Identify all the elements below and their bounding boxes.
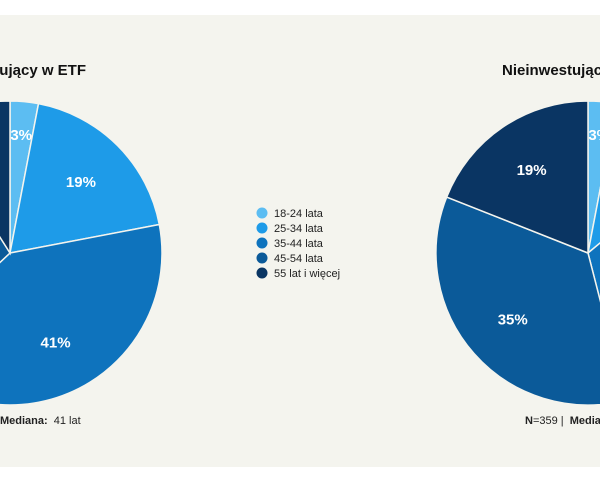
right-pie: 3% 35% 19% — [435, 100, 600, 406]
legend-label-25-34-lata: 25-34 lata — [274, 223, 324, 235]
figure: Inwestujący w ETF 3% 19% 41% Mediana: 41 l… — [0, 15, 600, 467]
right-pie-label-55-lat-i-wi-cej: 19% — [517, 162, 547, 179]
right-pie-label-45-54-lata: 35% — [498, 311, 528, 328]
right-pie-footer: N=359 | Mediana: — [525, 415, 600, 427]
left-pie-slice-25-34-lata — [9, 102, 161, 254]
right-median-label: Mediana: — [570, 415, 600, 427]
legend-swatch-45-54-lata — [256, 252, 268, 264]
legend-swatch-18-24-lata — [256, 207, 268, 219]
right-pie-title: Nieinwestujący w ETF — [502, 62, 600, 79]
legend-label-18-24-lata: 18-24 lata — [274, 208, 324, 220]
left-pie-slice-35-44-lata — [0, 223, 163, 406]
legend-label-55-lat-i-wi-cej: 55 lat i więcej — [274, 268, 340, 280]
left-pie-label-25-34-lata: 19% — [66, 174, 96, 191]
right-pie-label-18-24-lata: 3% — [588, 127, 600, 144]
charts-canvas: Inwestujący w ETF 3% 19% 41% Mediana: 41 l… — [0, 62, 600, 427]
legend-swatch-55-lat-i-wi-cej — [256, 267, 268, 279]
left-pie-label-18-24-lata: 3% — [10, 127, 32, 144]
legend-label-35-44-lata: 35-44 lata — [274, 238, 324, 250]
right-pie-slice-55-lat-i-wi-cej — [445, 100, 589, 255]
legend-swatch-35-44-lata — [256, 237, 268, 249]
left-pie-label-35-44-lata: 41% — [41, 334, 71, 351]
left-median-label: Mediana: — [0, 415, 48, 427]
right-n-label: N — [525, 415, 533, 427]
right-pie-slice-25-34-lata — [586, 186, 600, 255]
legend: 18-24 lata 25-34 lata 35-44 lata 45-54 lata… — [256, 207, 340, 280]
legend-swatch-25-34-lata — [256, 222, 268, 234]
right-n-value: =359 | — [533, 415, 564, 427]
left-pie-slice-45-54-lata — [0, 235, 11, 264]
left-pie-title: Inwestujący w ETF — [0, 62, 86, 79]
right-pie-slice-45-54-lata — [435, 196, 600, 406]
left-pie-footer: Mediana: 41 lat — [0, 415, 81, 427]
legend-label-45-54-lata: 45-54 lata — [274, 253, 324, 265]
left-pie: 3% 19% 41% — [0, 100, 163, 406]
left-median-value: 41 lat — [54, 415, 81, 427]
left-pie-slice-55-lat-i-wi-cej — [0, 100, 11, 256]
